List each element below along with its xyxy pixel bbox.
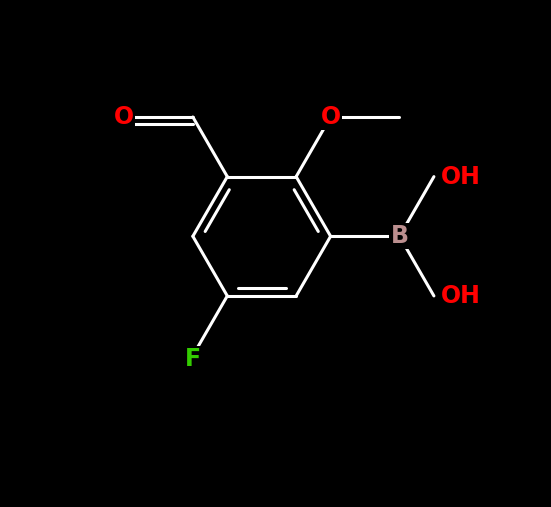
- Text: O: O: [321, 105, 341, 129]
- Text: F: F: [185, 347, 201, 371]
- Text: OH: OH: [441, 284, 480, 308]
- Text: O: O: [114, 105, 134, 129]
- Text: OH: OH: [441, 165, 480, 189]
- Text: B: B: [391, 224, 408, 248]
